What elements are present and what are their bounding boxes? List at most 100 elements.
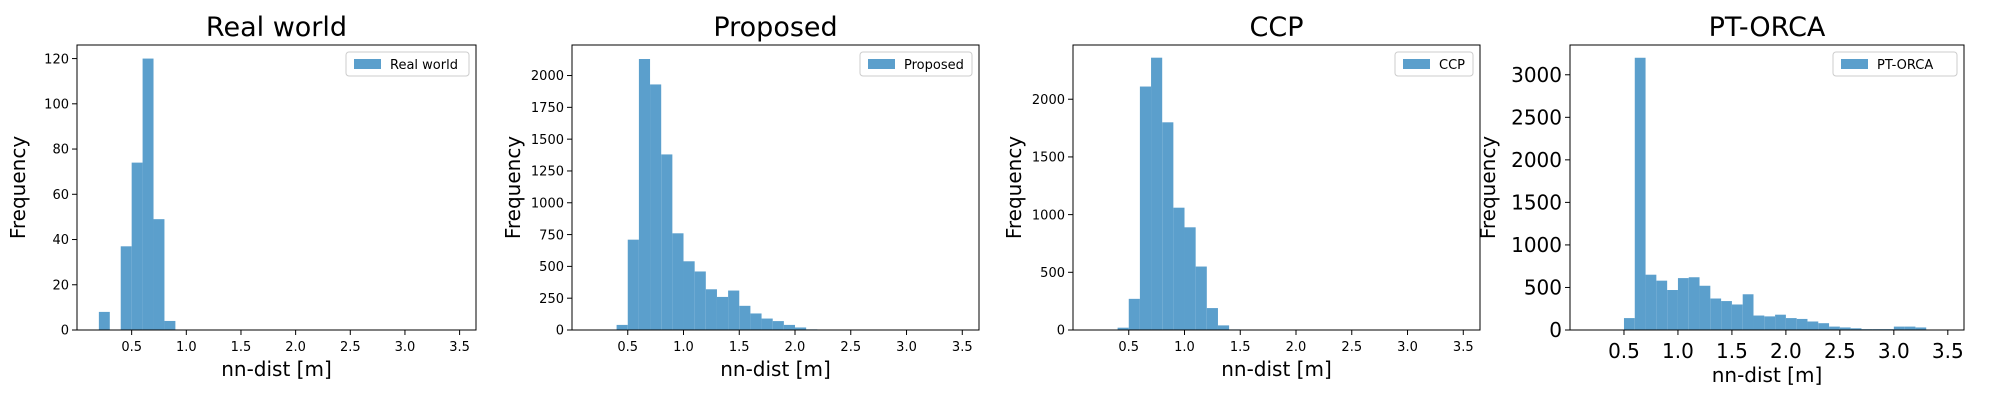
y-tick-label: 500 [1040, 266, 1065, 281]
chart-title: Real world [206, 12, 347, 43]
histogram-bar [98, 311, 110, 330]
x-tick-label: 3.0 [1878, 339, 1910, 363]
histogram-bar [1796, 318, 1808, 330]
histogram-bar [1753, 315, 1765, 330]
x-tick-label: 1.5 [729, 340, 750, 355]
histogram-bar [1688, 277, 1700, 330]
y-tick-label: 0 [1549, 318, 1562, 342]
x-tick-label: 2.5 [340, 340, 361, 355]
y-tick-label: 1000 [1511, 233, 1562, 257]
histogram-bar [1117, 327, 1129, 330]
chart-panel-1: 0.5 1.0 1.5 2.0 2.5 3.0 3.5 0 20 40 60 80 100 120 Real… [6, 12, 477, 381]
x-tick-label: 2.0 [1286, 340, 1307, 355]
x-tick-label: 1.0 [1174, 340, 1195, 355]
x-tick-label: 2.5 [840, 340, 861, 355]
histogram-bar [1850, 328, 1862, 330]
histogram-bar [131, 162, 143, 330]
x-tick-label: 2.0 [785, 340, 806, 355]
histogram-bar [772, 321, 784, 330]
histogram-bar [1173, 207, 1185, 330]
chart-panel-4: 0.5 1.0 1.5 2.0 2.5 3.0 3.5 0 500 1000 1500 2000 250… [1476, 12, 1965, 387]
y-tick-label: 1750 [531, 101, 564, 116]
y-tick-label: 20 [52, 278, 69, 293]
legend-box [345, 51, 470, 77]
legend-label: CCP [1439, 58, 1465, 73]
y-tick-label: 1250 [531, 165, 564, 180]
histogram-bar [705, 289, 717, 330]
histogram-bar [638, 59, 651, 330]
histogram-bar [716, 296, 729, 330]
x-tick-label: 3.0 [1397, 340, 1418, 355]
x-tick-label: 3.0 [395, 340, 416, 355]
chart-title: Proposed [713, 12, 837, 43]
histogram-bar [1721, 301, 1732, 330]
x-tick-label: 3.5 [1453, 340, 1474, 355]
y-tick-label: 0 [61, 324, 69, 339]
legend-box [1394, 51, 1474, 77]
y-axis-label: Frequency [501, 136, 525, 239]
legend-swatch [1841, 59, 1868, 69]
histogram-bar [672, 233, 684, 330]
y-tick-label: 40 [52, 233, 69, 248]
axes-frame [1569, 44, 1965, 331]
x-tick-label: 3.5 [952, 340, 973, 355]
y-tick-label: 2000 [1511, 148, 1562, 172]
histogram-bar [616, 324, 628, 330]
y-axis-label: Frequency [6, 136, 30, 239]
histogram-bar [1206, 308, 1218, 330]
histogram-bar [1623, 318, 1635, 330]
histogram-bar [1656, 280, 1668, 330]
x-tick-label: 2.5 [1341, 340, 1362, 355]
y-tick-label: 750 [539, 228, 564, 243]
x-axis-label: nn-dist [m] [720, 357, 831, 381]
histogram-bar [1634, 57, 1646, 330]
x-axis-label: nn-dist [m] [221, 357, 332, 381]
x-tick-label: 1.5 [231, 340, 252, 355]
chart-title: PT-ORCA [1709, 12, 1826, 43]
legend-box [1832, 51, 1958, 77]
y-tick-label: 250 [539, 292, 564, 307]
histogram-bar [650, 84, 662, 330]
histogram-bar [120, 246, 132, 330]
y-tick-label: 1500 [1511, 191, 1562, 215]
histogram-bar [1217, 325, 1230, 330]
histogram-bar [1742, 294, 1754, 330]
histogram-bar [661, 154, 673, 330]
x-tick-label: 3.5 [449, 340, 470, 355]
x-tick-label: 2.0 [285, 340, 306, 355]
histogram-bar [1195, 266, 1207, 330]
y-tick-label: 80 [52, 143, 69, 158]
histogram-bar [1829, 326, 1840, 330]
legend-label: Proposed [904, 58, 964, 73]
y-tick-label: 2000 [1032, 93, 1065, 108]
x-axis-label: nn-dist [m] [1221, 357, 1332, 381]
histogram-bar [1162, 122, 1174, 330]
histogram-bar [1645, 274, 1657, 330]
x-tick-label: 1.5 [1716, 339, 1748, 363]
y-tick-label: 0 [1057, 324, 1065, 339]
histogram-bar [627, 239, 639, 330]
histogram-bar [795, 327, 807, 330]
y-tick-label: 1500 [1032, 151, 1065, 166]
histogram-bar [1128, 298, 1140, 330]
x-tick-label: 1.0 [176, 340, 197, 355]
histogram-bar [728, 290, 740, 330]
y-tick-label: 2500 [1511, 106, 1562, 130]
histogram-bar [683, 261, 695, 330]
x-tick-label: 0.5 [1608, 339, 1640, 363]
x-tick-label: 2.0 [1770, 339, 1802, 363]
chart-title: CCP [1250, 12, 1304, 43]
legend: Proposed [859, 51, 973, 77]
legend: PT-ORCA [1832, 51, 1958, 77]
x-tick-label: 0.5 [617, 340, 638, 355]
y-tick-label: 500 [1524, 276, 1562, 300]
histogram-bar [1764, 316, 1776, 330]
axes-frame [571, 44, 980, 331]
histogram-bar [164, 320, 176, 330]
histogram-bar [1775, 314, 1786, 330]
y-tick-label: 1500 [531, 133, 564, 148]
axes-frame [1072, 44, 1481, 331]
y-tick-label: 60 [52, 188, 69, 203]
y-tick-label: 0 [556, 324, 564, 339]
